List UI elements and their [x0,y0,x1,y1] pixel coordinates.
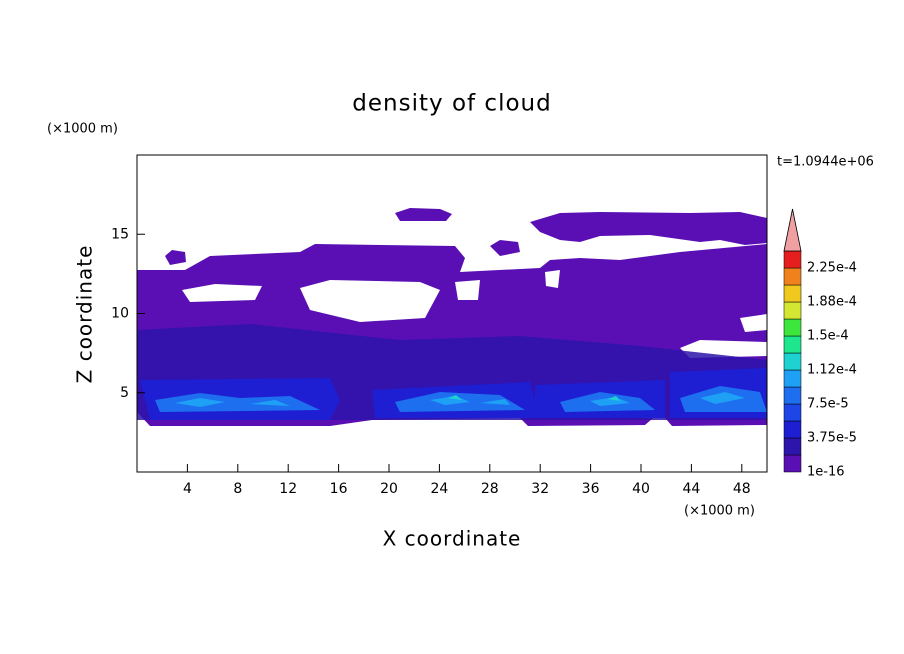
contour-field [137,208,767,426]
colorbar-band [783,403,802,422]
colorbar-label: 2.25e-4 [807,261,857,276]
gap [182,284,262,302]
colorbar-band [783,437,802,456]
x-tick-label: 4 [183,481,192,497]
colorbar-band [783,301,802,320]
colorbar-band [783,369,802,388]
colorbar-label: 1e-16 [807,465,845,480]
gap [455,280,480,300]
x-tick-label: 44 [682,481,700,497]
colorbar-band [783,352,802,371]
gap [300,280,440,322]
y-tick-label: 10 [111,306,129,322]
colorbar-label: 1.12e-4 [807,363,857,378]
x-tick-label: 12 [279,481,297,497]
contour-region [530,212,767,245]
x-tick-label: 40 [632,481,650,497]
y-tick-label: 15 [111,226,129,242]
x-tick-label: 28 [481,481,499,497]
x-tick-label: 48 [733,481,751,497]
x-axis-title: X coordinate [383,527,522,551]
colorbar-band [783,386,802,405]
time-label: t=1.0944e+06 [777,155,874,170]
x-tick-label: 32 [531,481,549,497]
x-tick-label: 36 [582,481,600,497]
colorbar-band [783,267,802,286]
colorbar-label: 3.75e-5 [807,431,857,446]
x-tick-label: 24 [430,481,448,497]
colorbar-band [783,284,802,303]
x-unit: (×1000 m) [684,504,755,519]
colorbar-band [783,454,802,473]
y-tick-label: 5 [120,385,129,401]
colorbar-band [783,318,802,337]
colorbar-label: 1.5e-4 [807,329,849,344]
gap [545,270,560,288]
gap [740,314,767,332]
contour-region [490,240,520,256]
colorbar-extend [783,208,802,252]
chart-title: density of cloud [352,91,551,117]
y-unit: (×1000 m) [47,122,118,137]
colorbar-label: 7.5e-5 [807,397,849,412]
contour-region [165,250,186,265]
colorbar-label: 1.88e-4 [807,295,857,310]
colorbar-band [783,335,802,354]
x-tick-label: 16 [330,481,348,497]
contour-region [395,208,452,221]
x-tick-label: 20 [380,481,398,497]
colorbar-band [783,420,802,439]
colorbar-band [783,250,802,269]
x-tick-label: 8 [233,481,242,497]
y-axis-title: Z coordinate [73,245,97,384]
